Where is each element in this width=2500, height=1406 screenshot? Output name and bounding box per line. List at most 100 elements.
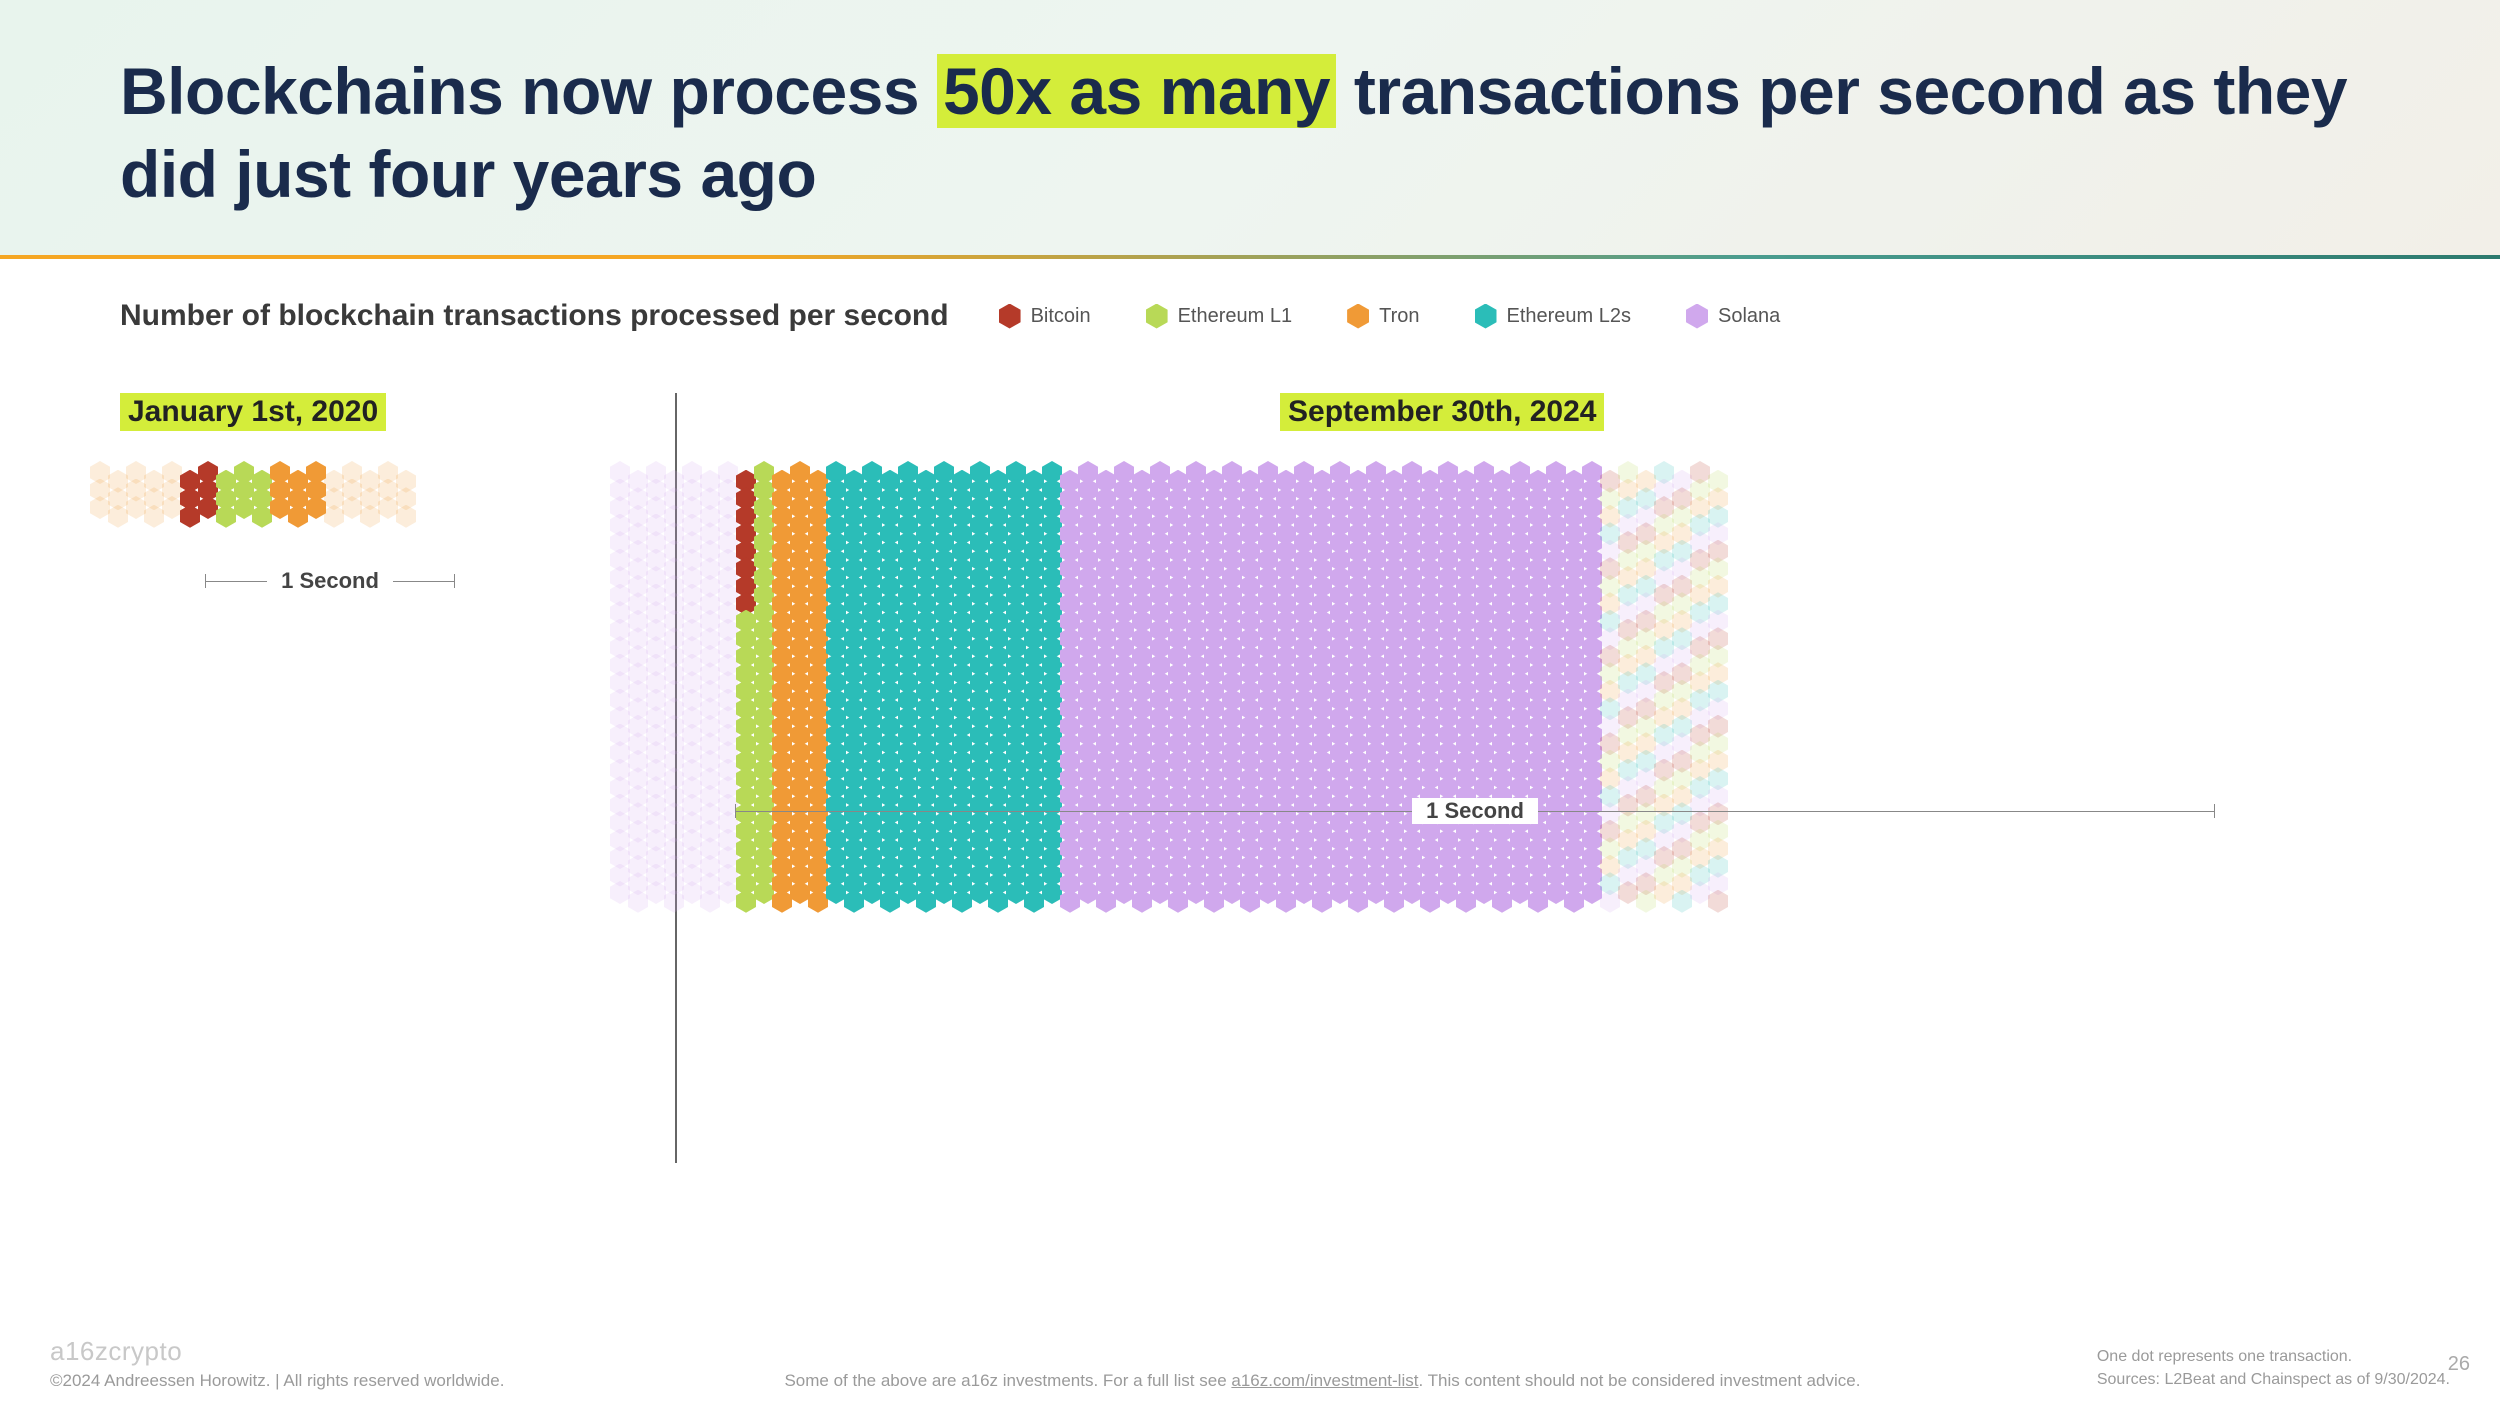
hex-cell: [1312, 890, 1332, 913]
hex-cell: [1564, 890, 1584, 913]
hex-cell: [970, 881, 990, 904]
hex-cell: [1582, 881, 1602, 904]
hex-cell: [162, 496, 182, 519]
hex-cell: [898, 881, 918, 904]
hex-cell: [1330, 881, 1350, 904]
hex-cell: [1672, 890, 1692, 913]
hex-cell: [1510, 881, 1530, 904]
subtitle-row: Number of blockchain transactions proces…: [120, 299, 2380, 333]
hex-cell: [916, 890, 936, 913]
hex-cell: [1708, 890, 1728, 913]
hex-cell: [1402, 881, 1422, 904]
second-label-right: 1 Second: [1412, 798, 1538, 824]
hex-cell: [1600, 890, 1620, 913]
hex-cell: [844, 890, 864, 913]
hex-cell: [1438, 881, 1458, 904]
footer-note-1: One dot represents one transaction.: [2097, 1346, 2450, 1368]
date-label-right: September 30th, 2024: [1280, 393, 1604, 431]
hex-cell: [1654, 881, 1674, 904]
hex-cell: [1492, 890, 1512, 913]
page-number: 26: [2448, 1353, 2470, 1376]
legend-item: Ethereum L1: [1146, 304, 1293, 329]
hex-cell: [108, 505, 128, 528]
legend-label: Ethereum L1: [1178, 305, 1293, 328]
logo: a16zcrypto: [50, 1336, 504, 1367]
legend-label: Bitcoin: [1031, 305, 1091, 328]
hex-cell: [90, 496, 110, 519]
hex-cell: [952, 890, 972, 913]
hex-cell: [1456, 890, 1476, 913]
hex-cell: [270, 496, 290, 519]
hex-cell: [1186, 881, 1206, 904]
footer-notes: One dot represents one transaction. Sour…: [2097, 1346, 2450, 1391]
legend-item: Solana: [1686, 304, 1780, 329]
footer-disclaimer: Some of the above are a16z investments. …: [504, 1371, 2096, 1391]
hex-grid-right: [580, 456, 2380, 1216]
hex-cell: [880, 890, 900, 913]
hex-cell: [1006, 881, 1026, 904]
hex-cell: [664, 890, 684, 913]
legend-item: Bitcoin: [999, 304, 1091, 329]
legend-item: Ethereum L2s: [1475, 304, 1632, 329]
hex-cell: [1348, 890, 1368, 913]
hex-cell: [1420, 890, 1440, 913]
second-marker-right: 1 Second: [735, 798, 2215, 824]
hex-cell: [342, 496, 362, 519]
legend-swatch-icon: [1686, 304, 1708, 329]
hex-cell: [1060, 890, 1080, 913]
hex-cell: [1690, 881, 1710, 904]
footer-left: a16zcrypto ©2024 Andreessen Horowitz. | …: [50, 1336, 504, 1391]
legend-swatch-icon: [1347, 304, 1369, 329]
content-area: Number of blockchain transactions proces…: [0, 259, 2500, 1216]
second-marker-left: 1 Second: [205, 568, 455, 594]
hex-cell: [1618, 881, 1638, 904]
legend-label: Tron: [1379, 305, 1419, 328]
hex-cell: [1150, 881, 1170, 904]
hex-cell: [396, 505, 416, 528]
hex-cell: [718, 881, 738, 904]
hex-cell: [1204, 890, 1224, 913]
hex-grid-left: [120, 456, 580, 546]
hex-cell: [324, 505, 344, 528]
hex-cell: [736, 890, 756, 913]
hex-cell: [934, 881, 954, 904]
hex-cell: [862, 881, 882, 904]
hex-cell: [1114, 881, 1134, 904]
legend-item: Tron: [1347, 304, 1419, 329]
legend-swatch-icon: [999, 304, 1021, 329]
legend-label: Ethereum L2s: [1507, 305, 1632, 328]
title-pre: Blockchains now process: [120, 54, 937, 128]
panel-2024: September 30th, 2024 1 Second: [580, 393, 2380, 1216]
hex-cell: [646, 881, 666, 904]
second-label-left: 1 Second: [267, 568, 393, 594]
footer-note-2: Sources: L2Beat and Chainspect as of 9/3…: [2097, 1369, 2450, 1391]
hex-cell: [180, 505, 200, 528]
hex-cell: [1240, 890, 1260, 913]
disclaimer-post: . This content should not be considered …: [1418, 1371, 1860, 1390]
hex-cell: [772, 890, 792, 913]
hex-cell: [754, 881, 774, 904]
hex-cell: [1222, 881, 1242, 904]
hex-cell: [126, 496, 146, 519]
hex-cell: [610, 881, 630, 904]
hex-cell: [288, 505, 308, 528]
hex-cell: [1294, 881, 1314, 904]
hex-cell: [360, 505, 380, 528]
header-banner: Blockchains now process 50x as many tran…: [0, 0, 2500, 255]
hex-cell: [988, 890, 1008, 913]
hex-cell: [1384, 890, 1404, 913]
hex-cell: [1132, 890, 1152, 913]
hex-cell: [1366, 881, 1386, 904]
hex-cell: [1276, 890, 1296, 913]
legend-label: Solana: [1718, 305, 1780, 328]
legend-swatch-icon: [1475, 304, 1497, 329]
hex-cell: [1528, 890, 1548, 913]
hex-cell: [198, 496, 218, 519]
disclaimer-link[interactable]: a16z.com/investment-list: [1231, 1371, 1418, 1390]
legend-swatch-icon: [1146, 304, 1168, 329]
disclaimer-pre: Some of the above are a16z investments. …: [784, 1371, 1231, 1390]
hex-cell: [378, 496, 398, 519]
page-title: Blockchains now process 50x as many tran…: [120, 50, 2380, 215]
copyright: ©2024 Andreessen Horowitz. | All rights …: [50, 1371, 504, 1391]
date-label-left: January 1st, 2020: [120, 393, 386, 431]
